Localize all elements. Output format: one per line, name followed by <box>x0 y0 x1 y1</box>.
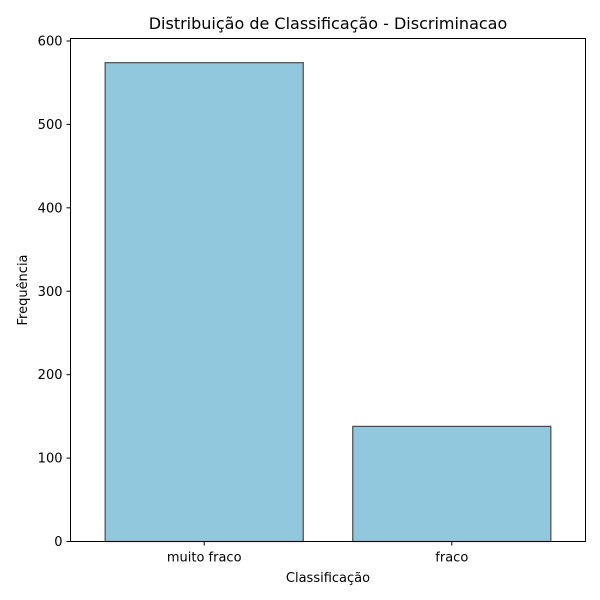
y-tick-label: 600 <box>38 35 63 50</box>
y-tick-label: 300 <box>38 285 63 300</box>
x-axis-label: Classificação <box>286 571 370 586</box>
chart-title: Distribuição de Classificação - Discrimi… <box>149 14 508 33</box>
x-tick-label: fraco <box>435 551 468 566</box>
y-tick-label: 400 <box>38 201 63 216</box>
bar-muito-fraco <box>104 62 304 543</box>
y-tick-label: 0 <box>54 535 62 550</box>
y-axis-label: Frequência <box>16 254 31 325</box>
bar-fraco <box>352 425 552 543</box>
y-tick-label: 500 <box>38 118 63 133</box>
y-tick-label: 200 <box>38 368 63 383</box>
plot-frame <box>70 38 586 542</box>
x-axis-ticks: muito fraco fraco <box>167 541 468 566</box>
x-tick-label: muito fraco <box>167 551 242 566</box>
y-axis-ticks: 0 100 200 300 400 500 600 <box>38 35 71 550</box>
bars-group <box>104 62 552 543</box>
y-tick-label: 100 <box>38 452 63 467</box>
